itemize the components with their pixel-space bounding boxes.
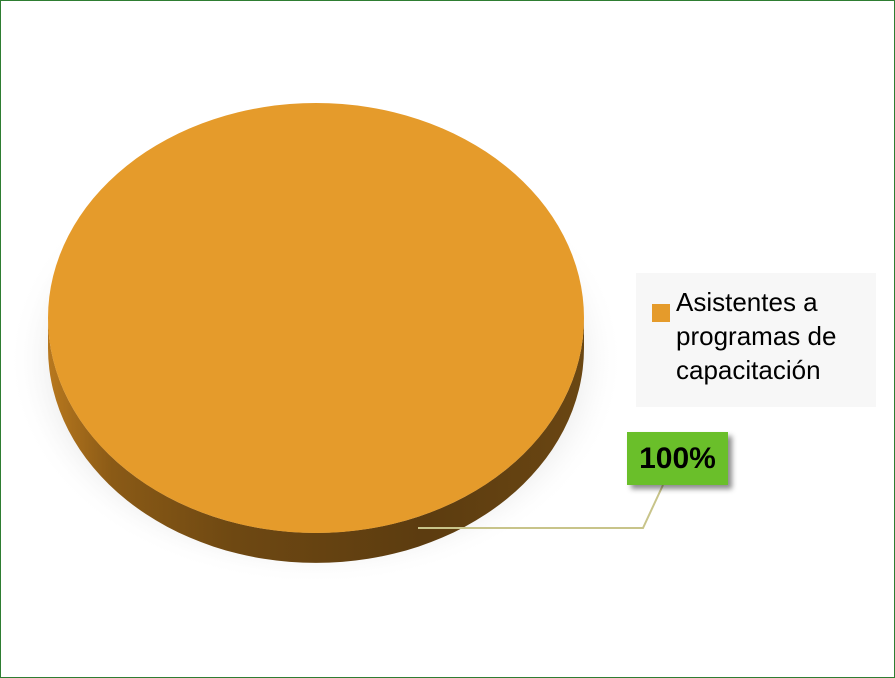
data-label-text: 100% xyxy=(639,441,716,475)
leader-line xyxy=(418,484,664,529)
legend: Asistentes a programas de capacitación xyxy=(636,273,876,407)
legend-entry-label: Asistentes a programas de capacitación xyxy=(676,287,837,385)
legend-swatch xyxy=(652,304,670,322)
data-label: 100% xyxy=(627,432,728,485)
pie-slice xyxy=(48,103,584,533)
